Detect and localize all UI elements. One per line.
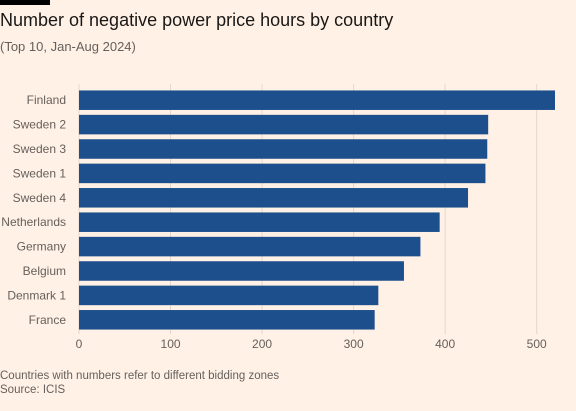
- x-tick-label: 300: [344, 337, 364, 351]
- bar: [79, 236, 421, 257]
- chart-title: Number of negative power price hours by …: [0, 10, 394, 30]
- bar: [79, 90, 555, 110]
- category-label: Sweden 4: [13, 191, 67, 205]
- bar: [79, 285, 379, 306]
- footnote: Countries with numbers refer to differen…: [0, 370, 280, 382]
- category-label: France: [29, 313, 67, 327]
- source-note: Source: ICIS: [0, 384, 66, 396]
- x-tick-label: 0: [76, 337, 83, 351]
- bar: [79, 188, 469, 208]
- x-tick-label: 100: [161, 337, 181, 351]
- x-tick-label: 200: [252, 337, 272, 351]
- x-axis-ticks: 0 100 200 300 400 500: [76, 337, 547, 351]
- bars: [79, 90, 555, 330]
- bar: [79, 212, 440, 232]
- header-rule: [0, 0, 50, 5]
- category-label: Denmark 1: [7, 288, 66, 302]
- bar: [79, 139, 488, 159]
- category-label: Sweden 1: [13, 166, 67, 180]
- category-label: Sweden 3: [13, 142, 67, 156]
- category-label: Belgium: [23, 264, 66, 278]
- category-label: Finland: [27, 93, 66, 107]
- category-label: Sweden 2: [13, 118, 67, 132]
- x-tick-label: 400: [435, 337, 455, 351]
- bar: [79, 114, 489, 135]
- category-labels: Finland Sweden 2 Sweden 3 Sweden 1 Sweden 4 N…: [1, 93, 66, 327]
- category-label: Netherlands: [1, 215, 66, 229]
- x-tick-label: 500: [527, 337, 547, 351]
- bar: [79, 310, 375, 330]
- bar: [79, 261, 404, 281]
- category-label: Germany: [17, 240, 66, 254]
- chart-subtitle: (Top 10, Jan-Aug 2024): [0, 39, 136, 54]
- bar: [79, 163, 486, 184]
